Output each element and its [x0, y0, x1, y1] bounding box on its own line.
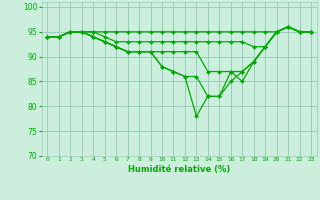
X-axis label: Humidité relative (%): Humidité relative (%): [128, 165, 230, 174]
